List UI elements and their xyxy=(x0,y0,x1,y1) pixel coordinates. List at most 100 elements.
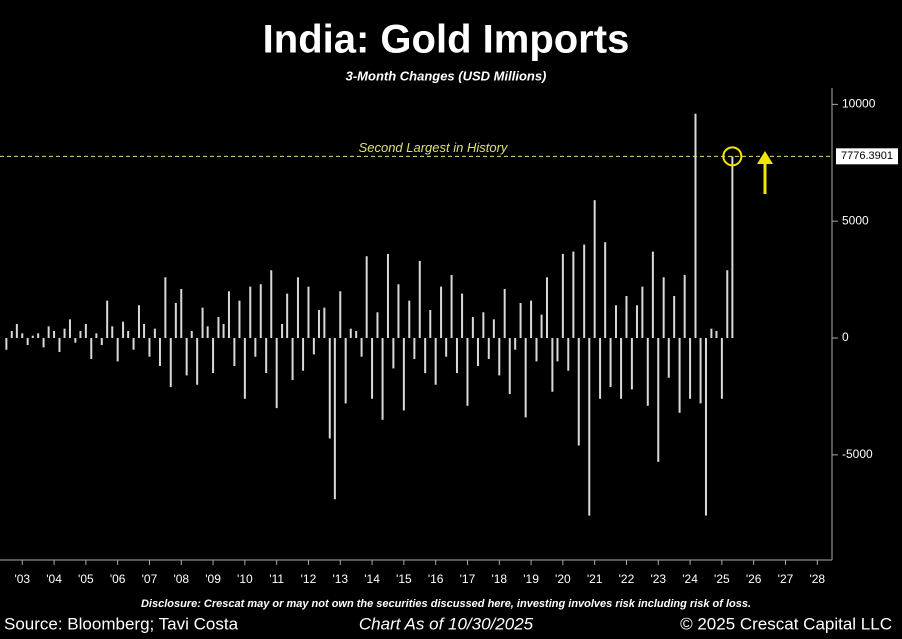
x-tick-label: '28 xyxy=(809,572,825,586)
bar xyxy=(604,242,607,339)
bar xyxy=(212,338,215,374)
bar xyxy=(583,244,586,339)
bar xyxy=(169,338,172,388)
reference-label: 7776.3901 xyxy=(841,150,893,162)
bar xyxy=(307,286,310,339)
bar xyxy=(683,274,686,339)
bar xyxy=(148,338,151,357)
bar xyxy=(413,338,416,360)
bar xyxy=(296,277,299,339)
bar xyxy=(265,338,268,374)
bar xyxy=(392,338,395,369)
bar xyxy=(323,307,326,339)
bar xyxy=(26,338,29,346)
x-tick-label: '20 xyxy=(555,572,571,586)
x-tick-label: '18 xyxy=(491,572,507,586)
x-tick-label: '16 xyxy=(428,572,444,586)
bar xyxy=(281,324,284,339)
bar xyxy=(519,302,522,339)
x-tick-label: '25 xyxy=(714,572,730,586)
copyright: © 2025 Crescat Capital LLC xyxy=(680,614,892,633)
bar xyxy=(106,300,109,339)
bar xyxy=(100,338,103,346)
bar xyxy=(440,286,443,339)
bar xyxy=(593,200,596,339)
bar xyxy=(694,113,697,339)
x-tick-label: '19 xyxy=(523,572,539,586)
bar xyxy=(599,338,602,399)
bar xyxy=(153,328,156,339)
bar xyxy=(434,338,437,385)
bar xyxy=(551,338,554,392)
bar xyxy=(270,270,273,339)
bar xyxy=(397,284,400,339)
bar xyxy=(402,338,405,411)
bar xyxy=(455,338,458,374)
bar xyxy=(158,338,161,367)
bar xyxy=(90,338,93,360)
bar xyxy=(259,284,262,339)
y-tick-label: 5000 xyxy=(842,213,869,227)
bar xyxy=(68,319,71,339)
bar xyxy=(227,291,230,339)
bar xyxy=(620,338,623,399)
bar xyxy=(217,316,220,339)
bar xyxy=(577,338,580,446)
x-tick-label: '12 xyxy=(301,572,317,586)
x-tick-label: '04 xyxy=(46,572,62,586)
bar xyxy=(53,331,56,339)
bar xyxy=(174,302,177,339)
bar xyxy=(127,331,130,339)
x-tick-label: '07 xyxy=(142,572,158,586)
bar xyxy=(731,156,734,339)
bar xyxy=(185,338,188,376)
bar xyxy=(514,338,517,350)
bar xyxy=(487,338,490,360)
bar xyxy=(10,331,13,339)
bar xyxy=(646,338,649,406)
bar xyxy=(371,338,374,399)
bar xyxy=(42,338,45,348)
bar xyxy=(243,338,246,399)
x-tick-label: '21 xyxy=(587,572,603,586)
bar xyxy=(37,333,40,339)
bar xyxy=(667,338,670,378)
bar xyxy=(143,324,146,339)
bar xyxy=(609,338,612,388)
x-tick-label: '10 xyxy=(237,572,253,586)
bar xyxy=(355,331,358,339)
y-tick-label: -5000 xyxy=(842,447,873,461)
bar xyxy=(524,338,527,418)
bar xyxy=(365,256,368,339)
bar xyxy=(657,338,660,462)
bar xyxy=(222,324,225,339)
bar xyxy=(206,326,209,339)
bar xyxy=(572,251,575,339)
bar xyxy=(673,295,676,339)
bar xyxy=(704,338,707,516)
bar xyxy=(710,328,713,339)
x-tick-label: '23 xyxy=(650,572,666,586)
x-tick-label: '14 xyxy=(364,572,380,586)
bar xyxy=(122,321,125,339)
bar xyxy=(503,288,506,339)
bar xyxy=(249,286,252,339)
bar xyxy=(317,309,320,339)
bar xyxy=(339,291,342,339)
bar xyxy=(540,314,543,339)
bar xyxy=(614,305,617,339)
x-tick-label: '08 xyxy=(173,572,189,586)
x-tick-label: '11 xyxy=(269,572,284,586)
bar xyxy=(498,338,501,376)
bar xyxy=(720,338,723,399)
bar xyxy=(530,300,533,339)
bar xyxy=(275,338,278,409)
bar xyxy=(641,286,644,339)
bar xyxy=(561,253,564,339)
bar xyxy=(662,277,665,339)
highlight-circle xyxy=(722,146,743,167)
x-tick-label: '17 xyxy=(460,572,476,586)
bar xyxy=(635,305,638,339)
bar xyxy=(567,338,570,371)
